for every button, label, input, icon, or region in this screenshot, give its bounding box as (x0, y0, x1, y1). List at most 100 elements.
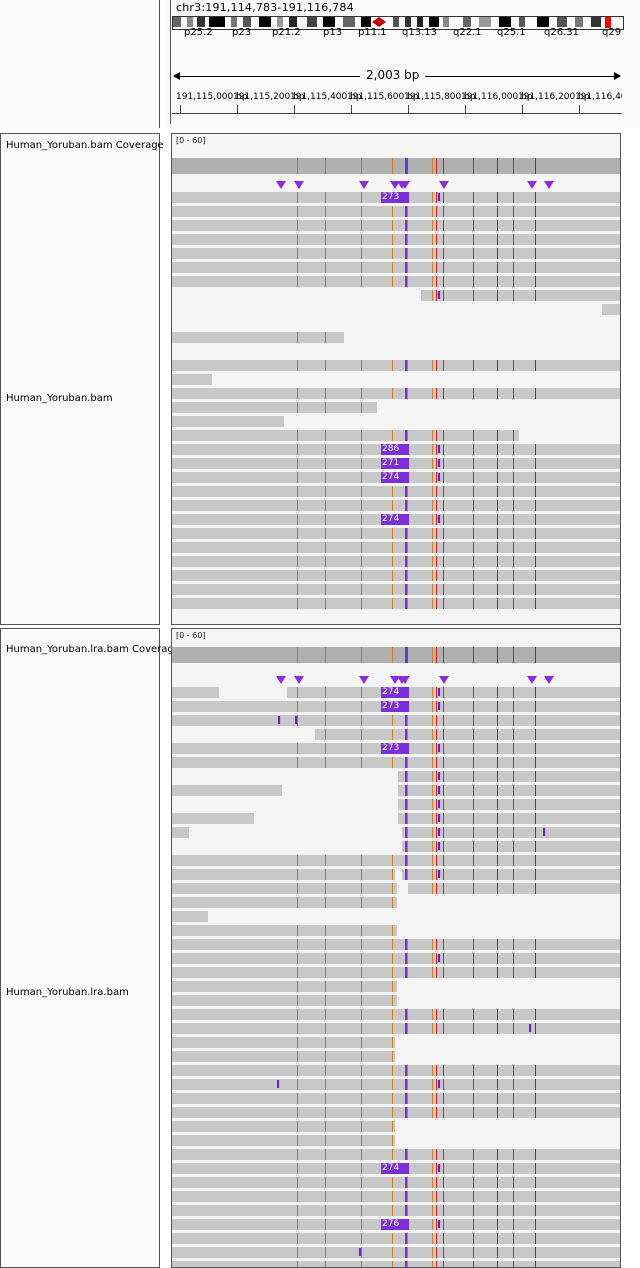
read[interactable] (172, 715, 620, 726)
mismatch-mark (436, 360, 437, 371)
read[interactable] (172, 1051, 395, 1062)
ruler[interactable]: 191,115,000 bp 191,115,200 bp 191,115,400 … (172, 92, 622, 122)
read[interactable] (402, 869, 620, 880)
read[interactable] (172, 1079, 620, 1090)
read[interactable] (172, 598, 620, 609)
mismatch-mark (361, 402, 362, 413)
read[interactable] (172, 785, 282, 796)
alignment-track-label[interactable]: Human_Yoruban.bam (6, 393, 113, 404)
mismatch-mark (361, 855, 362, 866)
lra-alignment-track-label[interactable]: Human_Yoruban.lra.bam (6, 987, 129, 998)
read[interactable] (402, 827, 620, 838)
read[interactable] (172, 402, 377, 413)
mismatch-mark (473, 542, 474, 553)
mismatch-mark (535, 542, 536, 553)
read[interactable] (172, 1149, 620, 1160)
read[interactable] (421, 290, 620, 301)
read[interactable] (402, 841, 620, 852)
mismatch-mark (392, 1205, 393, 1216)
read[interactable] (172, 827, 189, 838)
read[interactable] (172, 953, 620, 964)
read[interactable] (172, 1107, 620, 1118)
read[interactable] (315, 729, 620, 740)
read[interactable] (172, 416, 284, 427)
read[interactable] (172, 430, 519, 441)
read[interactable] (172, 1261, 620, 1267)
read[interactable] (172, 556, 620, 567)
read[interactable] (172, 687, 219, 698)
read[interactable] (398, 785, 620, 796)
read[interactable] (172, 813, 254, 824)
read[interactable] (172, 332, 344, 343)
mismatch-mark (297, 1023, 298, 1034)
read[interactable] (398, 813, 620, 824)
read[interactable] (172, 570, 620, 581)
read[interactable] (172, 360, 620, 371)
chromosome-ideogram[interactable] (172, 16, 624, 30)
coverage-track-label[interactable]: Human_Yoruban.bam Coverage (6, 140, 164, 151)
mismatch-mark (497, 1233, 498, 1244)
read[interactable] (172, 1191, 620, 1202)
read[interactable] (172, 967, 620, 978)
read[interactable] (172, 981, 397, 992)
read[interactable] (408, 883, 620, 894)
read[interactable] (172, 939, 620, 950)
read[interactable] (172, 855, 620, 866)
read[interactable] (172, 1009, 620, 1020)
mismatch-mark (535, 1233, 536, 1244)
read[interactable] (172, 388, 620, 399)
read[interactable] (172, 528, 620, 539)
read[interactable] (172, 500, 620, 511)
mismatch-mark (473, 248, 474, 259)
read[interactable] (287, 687, 620, 698)
read[interactable] (172, 1233, 620, 1244)
read[interactable] (172, 234, 620, 245)
read[interactable] (172, 1247, 620, 1258)
read[interactable] (172, 276, 620, 287)
read[interactable] (172, 542, 620, 553)
read[interactable] (172, 1205, 620, 1216)
mismatch-mark (432, 729, 433, 740)
mismatch-mark (405, 360, 407, 371)
read[interactable] (172, 1023, 620, 1034)
mismatch-mark (497, 701, 498, 712)
read[interactable] (172, 486, 620, 497)
read[interactable] (172, 995, 397, 1006)
mismatch-mark (497, 276, 498, 287)
read[interactable] (172, 248, 620, 259)
mismatch-mark (392, 570, 393, 581)
read[interactable] (172, 1037, 395, 1048)
read[interactable] (398, 799, 620, 810)
mismatch-mark (392, 1023, 393, 1034)
read[interactable] (172, 1121, 395, 1132)
read[interactable] (172, 869, 395, 880)
read[interactable] (172, 374, 212, 385)
mismatch-mark (405, 1149, 407, 1160)
mismatch-mark (436, 444, 437, 455)
mismatch-mark (497, 1107, 498, 1118)
read[interactable] (172, 262, 620, 273)
lra-coverage-track-label[interactable]: Human_Yoruban.lra.bam Coverage (6, 644, 180, 655)
mismatch-mark (361, 981, 362, 992)
read[interactable] (172, 911, 208, 922)
mismatch-mark (432, 556, 433, 567)
read[interactable] (172, 1093, 620, 1104)
mismatch-mark (473, 785, 474, 796)
read[interactable] (172, 897, 397, 908)
read[interactable] (172, 757, 620, 768)
read[interactable] (172, 206, 620, 217)
read[interactable] (172, 1177, 620, 1188)
read[interactable] (172, 584, 620, 595)
read[interactable] (172, 925, 397, 936)
read[interactable] (172, 1065, 620, 1076)
read[interactable] (172, 220, 620, 231)
read[interactable] (172, 1135, 395, 1146)
read[interactable] (398, 771, 620, 782)
mismatch-mark (473, 1177, 474, 1188)
lra-alignment-panel[interactable]: [0 - 60] 274 I 273 I I I 273 I I I I I I I I I I I I I 274 I 2… (171, 628, 621, 1268)
mismatch-mark (297, 444, 298, 455)
read[interactable] (602, 304, 620, 315)
bam-alignment-panel[interactable]: [0 - 60] 273 I I 286 I 271 I 274 I 274 I (171, 133, 621, 625)
read[interactable] (172, 883, 397, 894)
mismatch-mark (392, 883, 393, 894)
